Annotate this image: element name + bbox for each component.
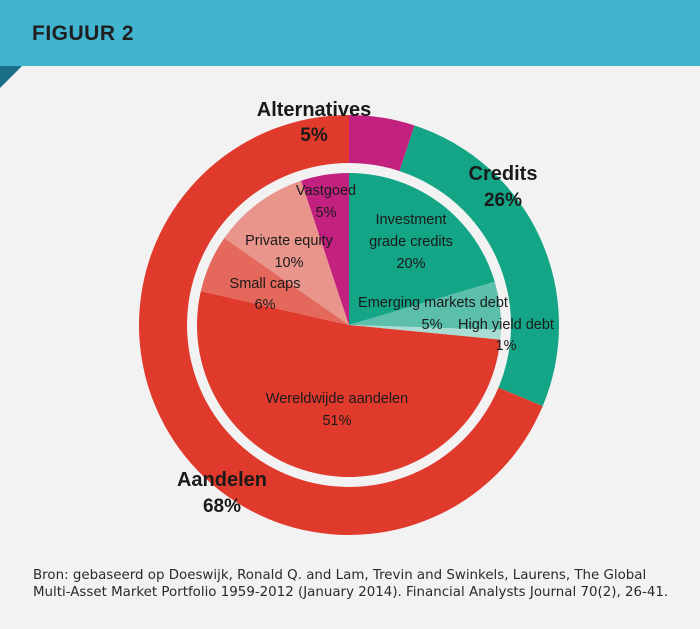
inner-value-wereldwijde-aandelen: 51% [322, 413, 351, 429]
inner-slice-vastgoed [301, 173, 349, 325]
inner-label-investment-grade-credits-line-1: Investment [376, 212, 447, 228]
inner-label-vastgoed: Vastgoed [296, 183, 356, 199]
inner-slice-small-caps [200, 238, 349, 325]
outer-value-aandelen: 68% [203, 496, 241, 517]
inner-label-investment-grade-credits-line-2: grade credits [369, 234, 453, 250]
inner-slice-private-equity [224, 180, 349, 325]
inner-slice-emerging-markets-debt [349, 281, 501, 330]
inner-value-emerging-markets-debt: 5% [422, 317, 443, 333]
inner-label-high-yield-debt: High yield debt [458, 317, 554, 333]
outer-label-aandelen: Aandelen [177, 469, 267, 491]
inner-value-small-caps: 6% [255, 297, 276, 313]
figure-header: FIGUUR 2 [0, 0, 700, 66]
outer-slice-alternatives [349, 115, 415, 172]
inner-label-small-caps: Small caps [230, 276, 301, 292]
figure-title: FIGUUR 2 [32, 22, 135, 45]
outer-label-credits: Credits [469, 163, 538, 185]
outer-slice-credits [399, 125, 559, 407]
outer-label-alternatives: Alternatives [257, 99, 372, 121]
inner-value-private-equity: 10% [274, 255, 303, 271]
inner-label-wereldwijde-aandelen: Wereldwijde aandelen [266, 391, 408, 407]
inner-value-high-yield-debt: 1% [496, 338, 517, 354]
outer-value-alternatives: 5% [300, 125, 328, 146]
outer-value-credits: 26% [484, 190, 522, 211]
inner-label-emerging-markets-debt: Emerging markets debt [358, 295, 508, 311]
inner-slice-wereldwijde-aandelen [197, 291, 501, 477]
inner-slice-high-yield-debt [349, 325, 501, 340]
inner-value-investment-grade-credits: 20% [396, 256, 425, 272]
inner-label-private-equity: Private equity [245, 233, 334, 249]
donut-chart: Alternatives 5% Credits 26% Aandelen 68% Inves… [139, 99, 559, 535]
source-note: Bron: gebaseerd op Doeswijk, Ronald Q. a… [33, 568, 669, 600]
inner-value-vastgoed: 5% [316, 205, 337, 221]
inner-slice-investment-grade-credits [349, 173, 495, 325]
header-notch [0, 66, 22, 88]
